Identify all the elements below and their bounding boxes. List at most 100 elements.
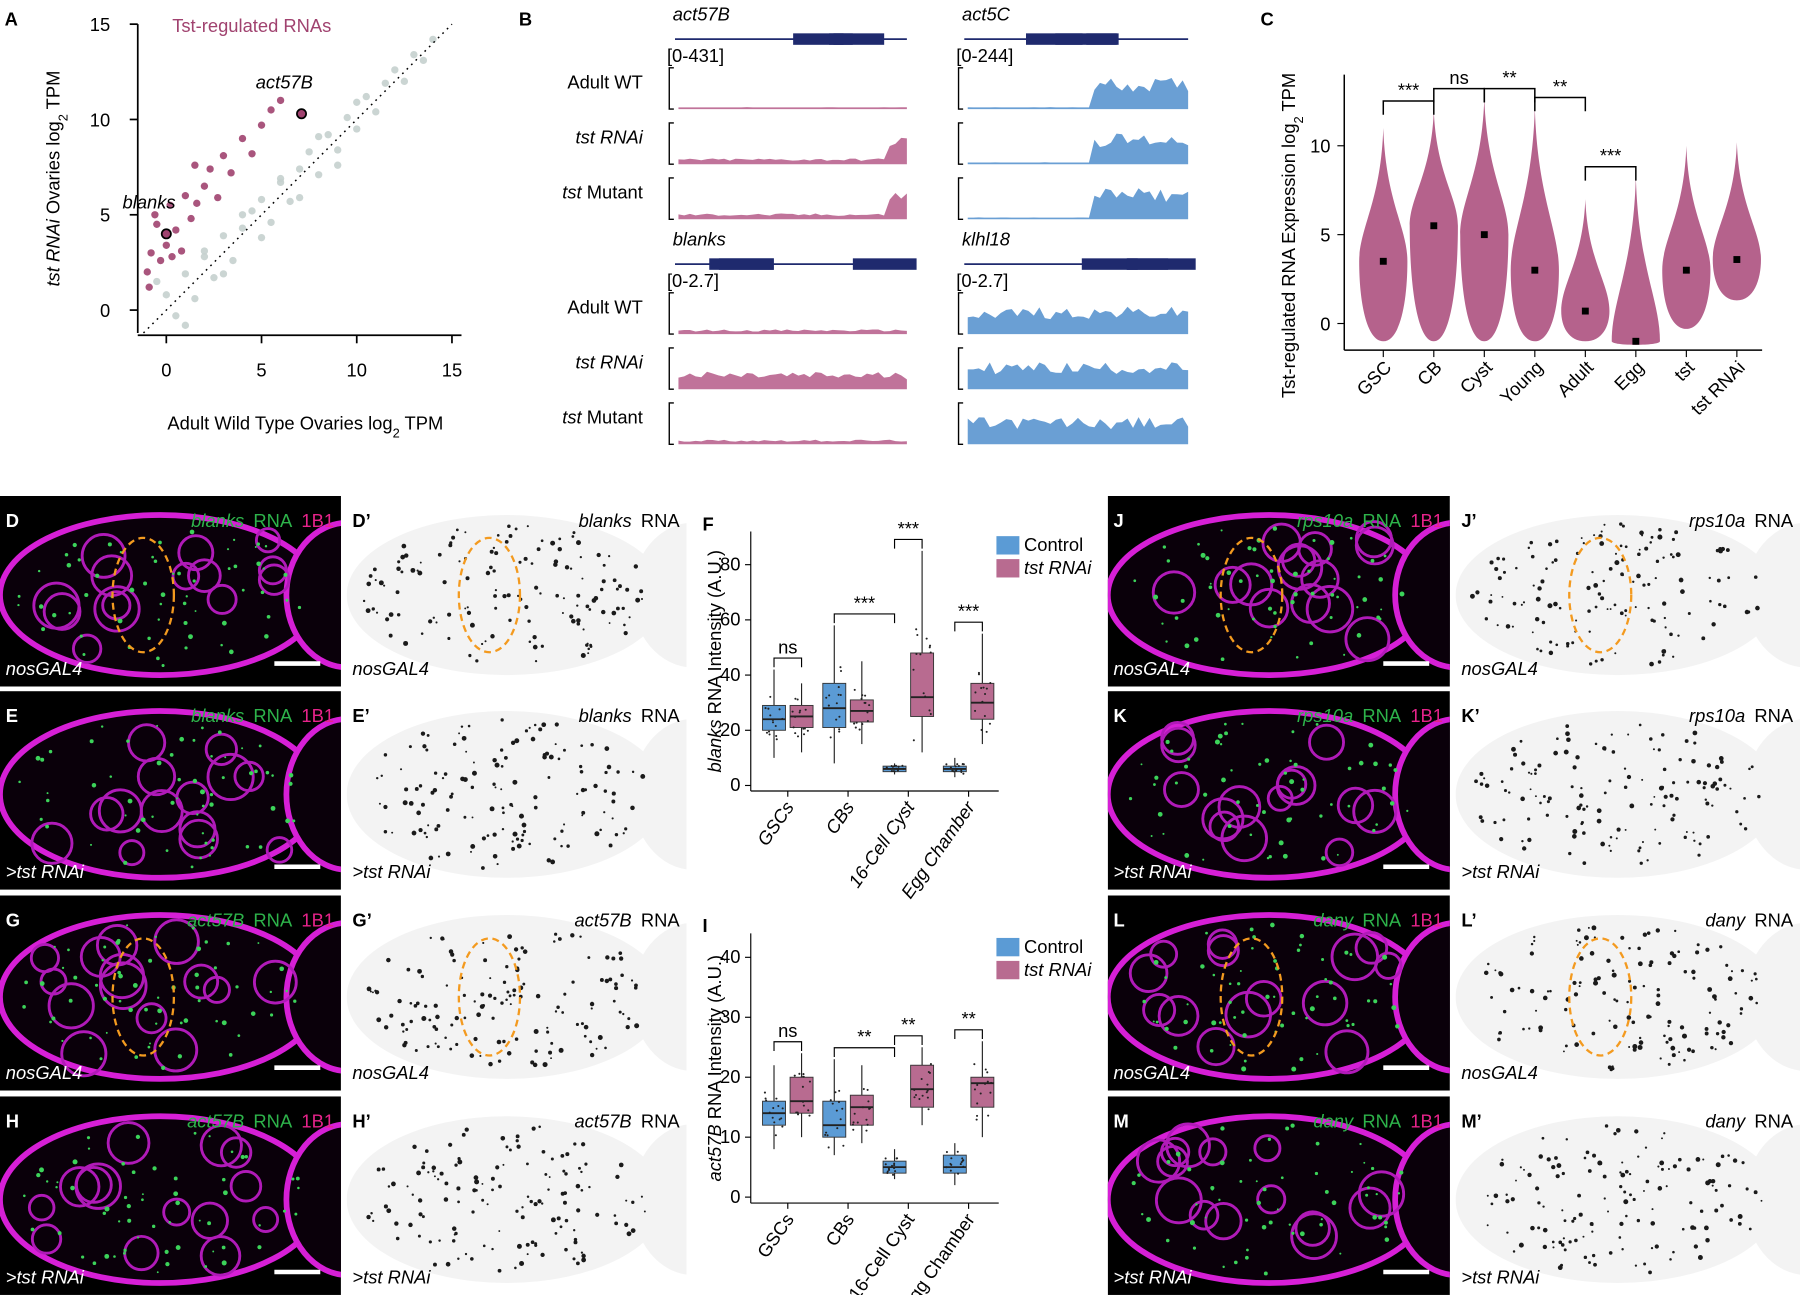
rna-spot — [417, 968, 422, 974]
rna-spot — [1289, 817, 1293, 821]
significance-label: *** — [1600, 145, 1621, 166]
rna-spot — [1523, 1168, 1525, 1171]
rna-spot — [158, 540, 162, 545]
rna-spot — [1328, 980, 1333, 985]
point — [172, 226, 180, 234]
rna-spot — [1613, 603, 1617, 607]
rna-spot — [1252, 617, 1255, 621]
rna-spot — [371, 607, 375, 611]
rna-spot — [1675, 552, 1681, 558]
rna-spot — [442, 580, 447, 585]
track-scale — [668, 347, 674, 390]
rna-spot — [1320, 1218, 1323, 1221]
rna-spot — [17, 594, 21, 598]
rna-spot — [1299, 933, 1305, 939]
cell-outline — [265, 836, 294, 864]
rna-spot — [1580, 786, 1583, 790]
rna-spot — [1268, 1220, 1273, 1225]
rna-spot — [1565, 724, 1570, 729]
rna-spot — [614, 1221, 619, 1226]
egg-chamber — [346, 515, 667, 676]
rna-spot — [1529, 951, 1535, 956]
rna-spot — [630, 1228, 636, 1233]
cell-outline — [252, 1206, 280, 1233]
rna-spot — [631, 1200, 635, 1204]
rna-spot — [458, 560, 461, 563]
rna-spot — [1729, 1218, 1733, 1222]
rna-spot — [1538, 1025, 1544, 1031]
rna-spot — [195, 985, 200, 990]
rna-spot — [563, 992, 567, 996]
micrograph — [1107, 691, 1450, 890]
rna-spot — [424, 1149, 429, 1153]
rna-spot — [491, 1016, 495, 1020]
rna-spot — [1375, 1192, 1378, 1196]
jitter-decoration — [796, 698, 799, 701]
point — [219, 232, 228, 240]
rna-spot — [461, 1132, 466, 1137]
jitter-decoration — [920, 1077, 923, 1081]
rna-spot — [1268, 855, 1272, 859]
rna-spot — [1356, 633, 1362, 638]
rna-spot — [1614, 560, 1620, 566]
rna-label: RNA — [253, 909, 293, 930]
jitter-decoration — [918, 1098, 921, 1101]
rna-spot — [1715, 787, 1719, 791]
rna-spot — [593, 783, 598, 789]
rna-spot — [467, 724, 471, 728]
rna-spot — [1621, 1248, 1624, 1251]
point — [238, 134, 247, 143]
rna-spot — [1222, 1265, 1225, 1269]
rna-spot — [147, 1045, 151, 1049]
rna-spot — [1642, 984, 1646, 988]
rna-spot — [612, 999, 616, 1003]
rna-spot — [1321, 856, 1326, 861]
rna-spot — [1539, 801, 1542, 805]
rna-spot — [1500, 780, 1504, 783]
micrograph — [1455, 895, 1800, 1091]
rna-spot — [595, 1047, 598, 1050]
jitter-decoration — [804, 708, 807, 711]
rna-spot — [1563, 1248, 1567, 1252]
rna-spot — [408, 1222, 413, 1228]
rna-spot — [481, 1198, 485, 1202]
rna-spot — [182, 601, 187, 606]
jitter-decoration — [896, 1157, 899, 1160]
x-tick-label: 15 — [442, 360, 462, 381]
rna-spot — [135, 828, 141, 833]
rna-spot — [585, 604, 590, 609]
rna-spot — [1582, 861, 1587, 866]
rna-spot — [269, 990, 272, 994]
rna-spot — [297, 1186, 300, 1190]
rna-spot — [1399, 1170, 1404, 1175]
rna-spot — [179, 736, 185, 742]
rna-spot — [1315, 995, 1319, 999]
rna-spot — [508, 1148, 512, 1152]
rna-spot — [1719, 945, 1723, 949]
rna-spot — [1541, 620, 1546, 625]
rna-spot — [1637, 1155, 1640, 1158]
rna-spot — [1479, 771, 1484, 776]
rna-spot — [1549, 989, 1552, 993]
rna-spot — [157, 618, 160, 621]
rna-spot — [1662, 556, 1665, 559]
rna-spot — [614, 832, 619, 837]
rna-spot — [516, 1144, 521, 1149]
jitter-decoration — [837, 1101, 841, 1104]
jitter-decoration — [895, 767, 898, 770]
rna-spot — [618, 956, 624, 961]
rna-spot — [1309, 1006, 1315, 1012]
rna-spot — [375, 611, 379, 614]
rna-spot — [1280, 1176, 1284, 1180]
rna-spot — [1602, 991, 1607, 995]
gene-label: act57B — [187, 909, 244, 930]
cell-outline — [1354, 525, 1395, 566]
rna-spot — [389, 1013, 394, 1018]
point — [219, 152, 228, 160]
rna-spot — [1586, 585, 1591, 591]
rna-spot — [470, 785, 475, 790]
rna-spot — [1319, 814, 1323, 818]
rna-spot — [1558, 1240, 1563, 1245]
jitter-decoration — [927, 1108, 930, 1111]
rna-spot — [1657, 748, 1661, 752]
